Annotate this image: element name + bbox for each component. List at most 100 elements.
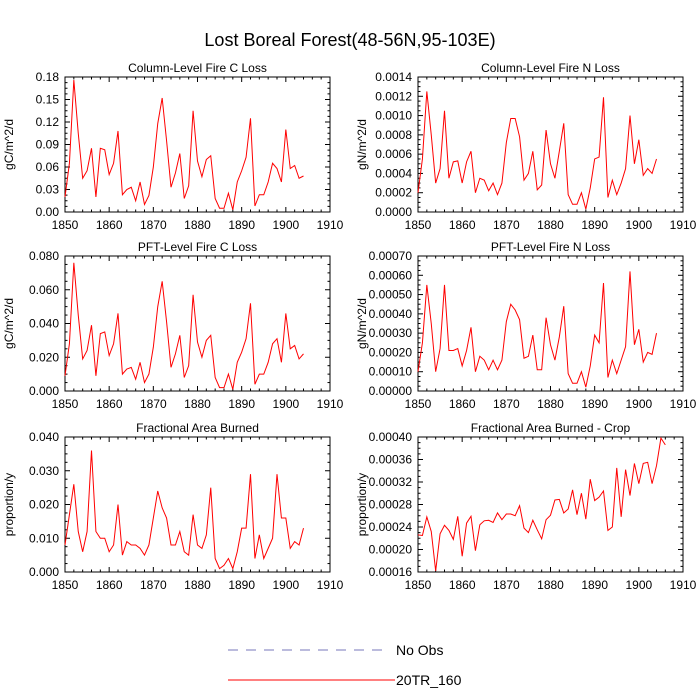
y-tick-label: 0.080 bbox=[29, 249, 59, 263]
main-title: Lost Boreal Forest(48-56N,95-103E) bbox=[204, 30, 495, 50]
y-tick-label: 0.020 bbox=[29, 498, 59, 512]
series-line-20tr-160 bbox=[417, 91, 657, 210]
y-tick-label: 0.18 bbox=[36, 70, 60, 84]
y-tick-label: 0.00070 bbox=[369, 249, 413, 263]
y-axis-label: proportion/y bbox=[355, 473, 369, 536]
plot-frame bbox=[64, 76, 331, 213]
series-line-20tr-160 bbox=[64, 450, 304, 571]
y-tick-label: 0.00020 bbox=[369, 543, 413, 557]
y-tick-label: 0.020 bbox=[29, 350, 59, 364]
series-line-20tr-160 bbox=[417, 436, 666, 571]
series-line-20tr-160 bbox=[64, 262, 304, 390]
x-tick-label: 1900 bbox=[272, 578, 299, 592]
y-tick-label: 0.00040 bbox=[369, 430, 413, 444]
x-tick-label: 1880 bbox=[184, 578, 211, 592]
x-tick-label: 1860 bbox=[449, 397, 476, 411]
series-line-20tr-160 bbox=[64, 79, 304, 210]
plot-frame bbox=[417, 76, 684, 213]
x-tick-label: 1910 bbox=[670, 218, 697, 232]
x-tick-label: 1850 bbox=[52, 218, 79, 232]
x-tick-label: 1870 bbox=[493, 397, 520, 411]
legend-label-20tr-160: 20TR_160 bbox=[396, 672, 462, 688]
y-tick-label: 0.00 bbox=[36, 205, 60, 219]
panel-title: PFT-Level Fire C Loss bbox=[138, 240, 257, 254]
x-tick-label: 1850 bbox=[405, 578, 432, 592]
x-tick-label: 1860 bbox=[96, 397, 123, 411]
x-tick-label: 1860 bbox=[449, 578, 476, 592]
plot-frame bbox=[417, 436, 684, 573]
y-tick-label: 0.00040 bbox=[369, 307, 413, 321]
panel-2: Column-Level Fire N Loss 1850 1860 1870 1880… bbox=[355, 61, 697, 232]
x-tick-label: 1870 bbox=[140, 578, 167, 592]
y-tick-label: 0.12 bbox=[36, 115, 60, 129]
x-tick-label: 1880 bbox=[537, 218, 564, 232]
x-tick-label: 1850 bbox=[405, 397, 432, 411]
x-tick-label: 1910 bbox=[317, 578, 344, 592]
y-axis-label: gN/m^2/d bbox=[355, 119, 369, 170]
y-tick-label: 0.0008 bbox=[375, 128, 412, 142]
y-axis-label: proportion/y bbox=[2, 473, 16, 536]
panel-title: PFT-Level Fire N Loss bbox=[491, 240, 610, 254]
y-axis-label: gC/m^2/d bbox=[2, 298, 16, 349]
y-tick-label: 0.040 bbox=[29, 317, 59, 331]
x-tick-label: 1890 bbox=[228, 578, 255, 592]
y-tick-label: 0.0014 bbox=[375, 70, 412, 84]
x-tick-label: 1860 bbox=[96, 578, 123, 592]
panel-6: Fractional Area Burned - Crop 1850 1860 187… bbox=[355, 421, 697, 592]
plot-frame bbox=[64, 255, 331, 392]
y-tick-label: 0.00028 bbox=[369, 498, 413, 512]
y-tick-label: 0.00060 bbox=[369, 268, 413, 282]
x-tick-label: 1880 bbox=[537, 397, 564, 411]
y-tick-label: 0.00036 bbox=[369, 453, 413, 467]
series-line-20tr-160 bbox=[417, 271, 657, 388]
panel-title: Fractional Area Burned bbox=[136, 421, 259, 435]
x-tick-label: 1900 bbox=[625, 218, 652, 232]
y-tick-label: 0.0004 bbox=[375, 166, 412, 180]
y-tick-label: 0.0006 bbox=[375, 147, 412, 161]
x-tick-label: 1910 bbox=[670, 397, 697, 411]
panel-4: PFT-Level Fire N Loss 1850 1860 1870 1880 189… bbox=[355, 240, 697, 411]
x-tick-label: 1860 bbox=[449, 218, 476, 232]
x-tick-label: 1870 bbox=[493, 218, 520, 232]
x-tick-label: 1890 bbox=[581, 218, 608, 232]
y-tick-label: 0.060 bbox=[29, 283, 59, 297]
legend: No Obs 20TR_160 bbox=[228, 642, 462, 688]
y-tick-label: 0.000 bbox=[29, 384, 59, 398]
y-tick-label: 0.010 bbox=[29, 531, 59, 545]
y-axis-label: gN/m^2/d bbox=[355, 298, 369, 349]
x-tick-label: 1910 bbox=[317, 218, 344, 232]
y-tick-label: 0.00030 bbox=[369, 326, 413, 340]
x-tick-label: 1880 bbox=[184, 397, 211, 411]
y-tick-label: 0.0000 bbox=[375, 205, 412, 219]
panels-group: Column-Level Fire C Loss 1850 1860 1870 1880… bbox=[2, 61, 697, 592]
y-tick-label: 0.00010 bbox=[369, 365, 413, 379]
x-tick-label: 1850 bbox=[52, 578, 79, 592]
x-tick-label: 1900 bbox=[272, 397, 299, 411]
panel-1: Column-Level Fire C Loss 1850 1860 1870 1880… bbox=[2, 61, 344, 232]
y-tick-label: 0.00020 bbox=[369, 345, 413, 359]
y-tick-label: 0.0010 bbox=[375, 109, 412, 123]
legend-label-no-obs: No Obs bbox=[396, 642, 443, 658]
y-tick-label: 0.00024 bbox=[369, 520, 413, 534]
x-tick-label: 1880 bbox=[184, 218, 211, 232]
y-axis-label: gC/m^2/d bbox=[2, 119, 16, 170]
y-tick-label: 0.00000 bbox=[369, 384, 413, 398]
x-tick-label: 1850 bbox=[405, 218, 432, 232]
panel-title: Column-Level Fire N Loss bbox=[481, 61, 620, 75]
y-tick-label: 0.06 bbox=[36, 160, 60, 174]
y-tick-label: 0.0002 bbox=[375, 186, 412, 200]
x-tick-label: 1870 bbox=[140, 397, 167, 411]
x-tick-label: 1890 bbox=[581, 578, 608, 592]
y-tick-label: 0.09 bbox=[36, 138, 60, 152]
plot-frame bbox=[417, 255, 684, 392]
plot-frame bbox=[64, 436, 331, 573]
y-tick-label: 0.15 bbox=[36, 93, 60, 107]
x-tick-label: 1860 bbox=[96, 218, 123, 232]
y-tick-label: 0.00032 bbox=[369, 475, 413, 489]
x-tick-label: 1890 bbox=[228, 218, 255, 232]
x-tick-label: 1850 bbox=[52, 397, 79, 411]
x-tick-label: 1900 bbox=[272, 218, 299, 232]
x-tick-label: 1880 bbox=[537, 578, 564, 592]
x-tick-label: 1870 bbox=[493, 578, 520, 592]
